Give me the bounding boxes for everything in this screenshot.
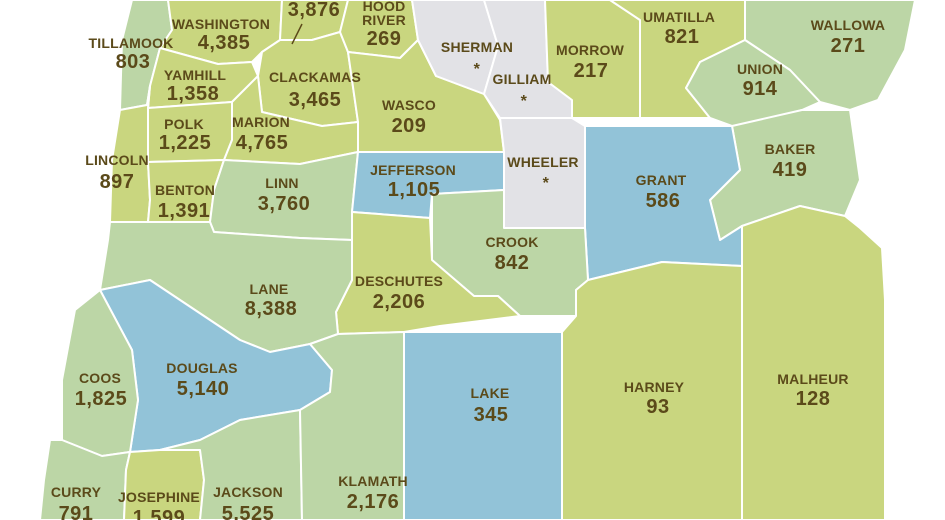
county-name-washington: WASHINGTON [172, 16, 270, 32]
county-name-wasco: WASCO [382, 97, 436, 113]
county-name-sherman: SHERMAN [441, 39, 513, 55]
county-value-union: 914 [743, 78, 778, 100]
county-name-lane: LANE [250, 281, 289, 297]
county-harney[interactable] [561, 261, 743, 520]
county-marion[interactable] [223, 75, 359, 165]
county-value-malheur: 128 [796, 388, 831, 410]
county-value-baker: 419 [773, 159, 808, 181]
county-value-umatilla: 821 [665, 26, 700, 48]
county-value-jackson: 5,525 [222, 503, 275, 520]
county-value-deschutes: 2,206 [373, 291, 426, 313]
county-lake[interactable] [403, 331, 563, 520]
county-value-morrow: 217 [574, 60, 609, 82]
county-name-clackamas: CLACKAMAS [269, 69, 361, 85]
county-name-linn: LINN [265, 175, 298, 191]
county-shapes [39, 0, 916, 520]
county-value-hood-river: 269 [367, 28, 402, 50]
county-name-wallowa: WALLOWA [811, 17, 886, 33]
county-value-linn: 3,760 [258, 193, 311, 215]
county-value-josephine: 1,599 [133, 507, 186, 520]
county-value-wallowa: 271 [831, 35, 866, 57]
county-name-polk: POLK [164, 116, 204, 132]
county-name-morrow: MORROW [556, 42, 625, 58]
county-name-josephine: JOSEPHINE [118, 489, 200, 505]
county-name-lake: LAKE [471, 385, 510, 401]
county-name-malheur: MALHEUR [777, 371, 848, 387]
county-value-grant: 586 [646, 190, 681, 212]
county-name-benton: BENTON [155, 182, 215, 198]
county-value-yamhill: 1,358 [167, 83, 220, 105]
county-name-crook: CROOK [485, 234, 538, 250]
county-name-curry: CURRY [51, 484, 102, 500]
county-value-sherman: * [474, 61, 481, 78]
county-value-clackamas: 3,465 [289, 89, 342, 111]
county-name-hood-river-1: HOOD [363, 0, 406, 14]
county-name-marion: MARION [232, 114, 290, 130]
county-value-multnomah: 3,876 [288, 0, 341, 21]
county-value-crook: 842 [495, 252, 530, 274]
county-name-tillamook: TILLAMOOK [88, 35, 173, 51]
county-value-polk: 1,225 [159, 132, 212, 154]
county-name-coos: COOS [79, 370, 121, 386]
county-name-baker: BAKER [765, 141, 816, 157]
county-jackson[interactable] [159, 409, 303, 520]
county-value-klamath: 2,176 [347, 491, 400, 513]
county-labels: TILLAMOOK 803 WASHINGTON 4,385 3,876 HOO… [51, 0, 885, 520]
county-value-douglas: 5,140 [177, 378, 230, 400]
county-name-hood-river-2: RIVER [362, 12, 406, 28]
county-name-harney: HARNEY [624, 379, 685, 395]
county-value-lincoln: 897 [100, 171, 135, 193]
county-value-marion: 4,765 [236, 132, 289, 154]
county-name-deschutes: DESCHUTES [355, 273, 443, 289]
county-wheeler[interactable] [499, 117, 586, 229]
county-name-yamhill: YAMHILL [164, 67, 227, 83]
county-value-tillamook: 803 [116, 51, 151, 73]
county-name-lincoln: LINCOLN [85, 152, 149, 168]
county-value-washington: 4,385 [198, 32, 251, 54]
county-name-gilliam: GILLIAM [493, 71, 552, 87]
county-name-klamath: KLAMATH [338, 473, 408, 489]
county-name-jackson: JACKSON [213, 484, 283, 500]
county-value-curry: 791 [59, 503, 94, 520]
county-name-grant: GRANT [636, 172, 687, 188]
county-name-umatilla: UMATILLA [643, 9, 715, 25]
county-name-douglas: DOUGLAS [166, 360, 237, 376]
county-value-benton: 1,391 [158, 200, 211, 222]
county-value-wasco: 209 [392, 115, 427, 137]
county-name-jefferson: JEFFERSON [370, 162, 456, 178]
county-value-harney: 93 [646, 396, 669, 418]
county-name-union: UNION [737, 61, 783, 77]
county-malheur[interactable] [741, 205, 886, 520]
multnomah-leader-line [291, 23, 303, 45]
county-name-wheeler: WHEELER [507, 154, 578, 170]
county-value-lane: 8,388 [245, 298, 298, 320]
county-value-jefferson: 1,105 [388, 179, 441, 201]
county-value-wheeler: * [543, 175, 550, 192]
county-value-coos: 1,825 [75, 388, 128, 410]
county-value-gilliam: * [521, 93, 528, 110]
county-value-lake: 345 [474, 404, 509, 426]
